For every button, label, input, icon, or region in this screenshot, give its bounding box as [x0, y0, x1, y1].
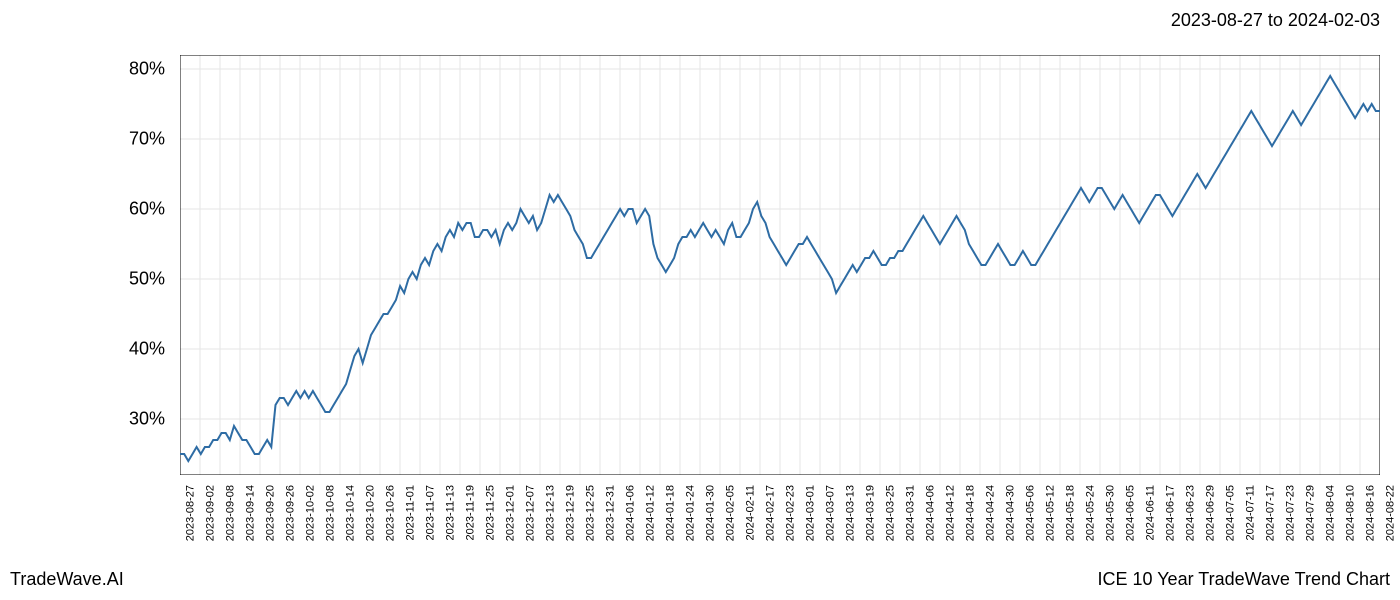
x-tick-label: 2024-01-24 — [684, 485, 696, 541]
x-tick-label: 2023-09-14 — [244, 485, 256, 541]
y-axis-labels: 30% 40% 50% 60% 70% 80% — [115, 55, 175, 475]
y-tick-label: 60% — [129, 199, 165, 220]
x-tick-label: 2024-07-05 — [1224, 485, 1236, 541]
x-tick-label: 2023-09-26 — [284, 485, 296, 541]
x-tick-label: 2023-12-31 — [604, 485, 616, 541]
x-tick-label: 2024-06-17 — [1164, 485, 1176, 541]
x-tick-label: 2024-03-31 — [904, 485, 916, 541]
x-tick-label: 2024-07-11 — [1244, 485, 1256, 540]
x-tick-label: 2024-03-07 — [824, 485, 836, 541]
x-tick-label: 2023-12-19 — [564, 485, 576, 541]
x-tick-label: 2024-03-01 — [804, 485, 816, 541]
x-tick-label: 2023-09-20 — [264, 485, 276, 541]
x-tick-label: 2024-08-22 — [1384, 485, 1396, 541]
x-tick-label: 2024-06-11 — [1144, 485, 1156, 540]
x-tick-label: 2024-06-05 — [1124, 485, 1136, 541]
x-tick-label: 2024-01-18 — [664, 485, 676, 541]
x-tick-label: 2024-05-18 — [1064, 485, 1076, 541]
x-tick-label: 2024-07-17 — [1264, 485, 1276, 541]
footer-brand: TradeWave.AI — [10, 569, 124, 590]
y-tick-label: 30% — [129, 409, 165, 430]
x-tick-label: 2024-06-23 — [1184, 485, 1196, 541]
x-axis-labels: 2023-08-27 2023-09-02 2023-09-08 2023-09-14… — [180, 480, 1380, 580]
x-tick-label: 2024-01-12 — [644, 485, 656, 541]
x-tick-label: 2023-10-26 — [384, 485, 396, 541]
x-tick-label: 2023-11-01 — [404, 485, 416, 540]
x-tick-label: 2023-10-14 — [344, 485, 356, 541]
x-tick-label: 2024-04-30 — [1004, 485, 1016, 541]
x-tick-label: 2023-11-07 — [424, 485, 436, 540]
chart-area — [180, 55, 1380, 475]
x-tick-label: 2024-08-16 — [1364, 485, 1376, 541]
x-tick-label: 2024-03-13 — [844, 485, 856, 541]
x-tick-label: 2024-04-12 — [944, 485, 956, 541]
x-tick-label: 2023-10-20 — [364, 485, 376, 541]
x-tick-label: 2024-05-12 — [1044, 485, 1056, 541]
x-tick-label: 2023-09-02 — [204, 485, 216, 541]
footer-title: ICE 10 Year TradeWave Trend Chart — [1098, 569, 1391, 590]
x-tick-label: 2024-04-24 — [984, 485, 996, 541]
x-tick-label: 2024-05-30 — [1104, 485, 1116, 541]
x-tick-label: 2024-04-18 — [964, 485, 976, 541]
x-tick-label: 2024-02-11 — [744, 485, 756, 540]
x-tick-label: 2024-05-24 — [1084, 485, 1096, 541]
x-tick-label: 2024-08-10 — [1344, 485, 1356, 541]
x-tick-label: 2024-01-30 — [704, 485, 716, 541]
x-tick-label: 2024-08-04 — [1324, 485, 1336, 541]
x-tick-label: 2024-02-05 — [724, 485, 736, 541]
x-tick-label: 2024-04-06 — [924, 485, 936, 541]
date-range-label: 2023-08-27 to 2024-02-03 — [1171, 10, 1380, 31]
x-tick-label: 2023-12-25 — [584, 485, 596, 541]
x-tick-label: 2023-08-27 — [184, 485, 196, 541]
y-tick-label: 80% — [129, 59, 165, 80]
x-tick-label: 2023-10-02 — [304, 485, 316, 541]
x-tick-label: 2024-03-25 — [884, 485, 896, 541]
x-tick-label: 2023-12-07 — [524, 485, 536, 541]
y-tick-label: 70% — [129, 129, 165, 150]
y-tick-label: 40% — [129, 339, 165, 360]
x-tick-label: 2024-07-29 — [1304, 485, 1316, 541]
x-tick-label: 2023-11-19 — [464, 485, 476, 540]
chart-svg — [180, 55, 1380, 475]
x-tick-label: 2024-06-29 — [1204, 485, 1216, 541]
x-tick-label: 2024-01-06 — [624, 485, 636, 541]
x-tick-label: 2023-10-08 — [324, 485, 336, 541]
x-tick-label: 2024-07-23 — [1284, 485, 1296, 541]
x-tick-label: 2023-11-13 — [444, 485, 456, 540]
x-tick-label: 2024-05-06 — [1024, 485, 1036, 541]
x-tick-label: 2024-02-23 — [784, 485, 796, 541]
x-tick-label: 2023-12-01 — [504, 485, 516, 541]
x-tick-label: 2023-12-13 — [544, 485, 556, 541]
y-tick-label: 50% — [129, 269, 165, 290]
x-tick-label: 2023-11-25 — [484, 485, 496, 540]
x-tick-label: 2024-03-19 — [864, 485, 876, 541]
x-tick-label: 2023-09-08 — [224, 485, 236, 541]
x-tick-label: 2024-02-17 — [764, 485, 776, 541]
